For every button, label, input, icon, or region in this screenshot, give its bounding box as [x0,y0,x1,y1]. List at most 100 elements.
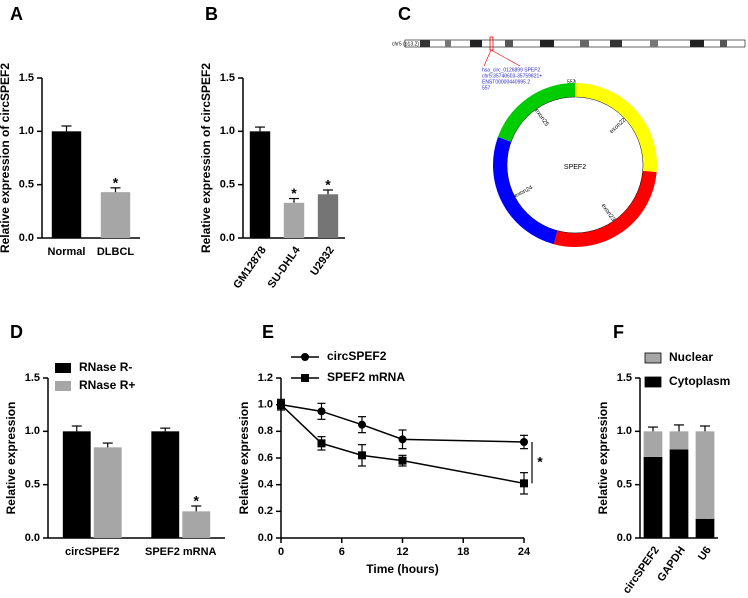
panel-label: C [398,4,411,24]
legend-swatch [55,363,71,373]
bar [317,194,339,238]
bar [62,431,91,538]
legend-swatch [644,352,662,364]
y-tick-label: 0.0 [220,232,235,244]
x-tick-label: U2932 [308,245,336,278]
circ-info: chr5:35740603-35759821+ [482,73,542,79]
y-tick-label: 0.0 [617,532,632,544]
x-tick-label: Normal [48,246,86,258]
bar [100,192,131,238]
marker [398,435,407,444]
x-tick-label: DLBCL [97,246,135,258]
y-tick-label: 1.2 [258,372,273,384]
y-tick-label: 0.0 [19,232,34,244]
marker [301,374,309,382]
y-tick-label: 1.0 [258,399,273,411]
bar-segment [695,518,715,538]
y-axis-label: Relative expression [596,402,610,515]
bar-segment [695,431,715,519]
significance: * [194,493,200,509]
y-tick-label: 1.5 [220,72,235,84]
band [505,40,513,47]
band [445,40,451,47]
panel-label: A [10,4,23,24]
exon-label: exon25 [533,108,550,128]
exon-label: exon22 [609,117,628,135]
x-tick-label: 6 [339,546,345,558]
marker [277,400,285,409]
y-axis-label: Relative expression of circSPEF2 [199,63,213,253]
y-tick-label: 0.5 [220,179,235,191]
legend-label: SPEF2 mRNA [327,370,405,384]
bar [249,131,271,238]
ring-inner [506,96,644,234]
legend-label: circSPEF2 [327,349,387,363]
band [650,40,658,47]
band [470,40,482,47]
panel-label: F [613,322,624,342]
circ-info: ENST00000440995.2 [482,79,530,85]
y-tick-label: 0.8 [258,425,273,437]
y-tick-label: 0.6 [258,452,273,464]
x-tick-label: 24 [518,546,531,558]
bar [151,431,180,538]
y-axis-label: Relative expression of circSPEF2 [0,63,12,253]
exon-label: exon24 [514,185,535,200]
x-tick-label: 18 [457,546,469,558]
chromosome-bar [404,39,746,48]
locus-pointer [483,49,492,67]
band [720,40,727,47]
marker [520,479,528,488]
marker [398,456,407,465]
x-tick-label: SPEF2 mRNA [145,546,217,558]
legend-label: Nuclear [669,350,713,364]
x-tick-label: U6 [696,545,714,563]
band [690,40,704,47]
center-label: SPEF2 [564,164,586,171]
y-tick-label: 1.5 [25,372,40,384]
y-tick-label: 0.2 [258,505,273,517]
y-tick-label: 1.5 [617,372,632,384]
y-tick-label: 1.0 [220,125,235,137]
legend-label: Cytoplasm [669,374,730,388]
exon-arc [497,83,576,142]
bar [283,202,305,238]
bar [182,511,211,538]
legend-label: RNase R+ [79,378,135,392]
bar [51,131,82,238]
y-axis-label: Relative expression [237,402,251,515]
legend-label: RNase R- [79,360,132,374]
chromosome-label: chr5 (p13.2) [392,41,419,47]
marker [358,420,366,429]
y-tick-label: 1.5 [19,72,34,84]
y-tick-label: 0.4 [258,479,274,491]
marker [301,353,309,361]
significance: * [291,185,297,201]
y-tick-label: 1.0 [19,125,34,137]
x-tick-label: SU-DHL4 [266,244,304,291]
panel-label: B [205,4,218,24]
chromosome-ideogram [404,36,746,67]
significance: * [113,175,119,191]
bar-segment [643,431,663,457]
exon-arc [574,83,657,173]
x-tick-label: circSPEF2 [621,545,662,596]
exon-label: exon23 [600,203,617,223]
x-tick-label: GM12878 [231,245,269,291]
band [610,40,622,47]
marker [520,438,528,446]
legend-swatch [644,376,662,388]
bar-segment [669,431,689,450]
marker [317,407,326,416]
y-axis-label: Relative expression [4,402,18,515]
ring-top-label: 557 [567,79,576,85]
panel-label: E [262,322,274,342]
legend-swatch [55,381,71,391]
circ-info: hsa_circ_0126899 SPEF2 [482,67,540,73]
y-tick-label: 1.0 [617,425,632,437]
panel-label: D [10,322,23,342]
locus-pointer [490,49,521,67]
exon-arc [493,136,558,245]
